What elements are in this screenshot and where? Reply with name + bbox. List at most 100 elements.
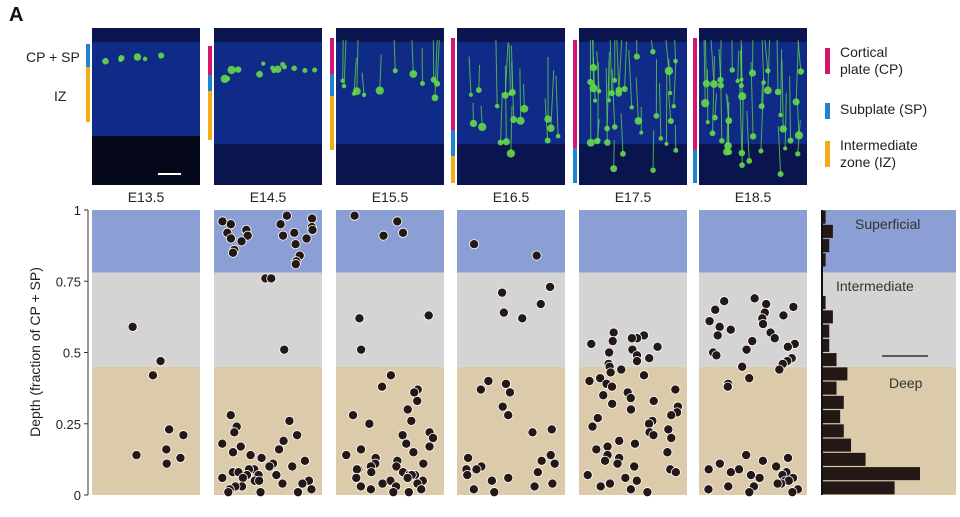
neuron-cell [748,69,757,77]
neurite [674,125,677,151]
depth-panel-E18.5 [699,210,807,498]
cell-dot [271,470,282,481]
neuron-cell [475,87,482,93]
neuron-cell [787,137,794,144]
cell-dot [401,438,412,449]
cell-dot [584,375,595,386]
neuron-cell [719,138,725,144]
zone-band-superficial [579,210,687,273]
neurite [784,92,787,149]
cell-dot [662,447,673,458]
cell-dot [301,233,312,244]
cell-dot [710,304,721,315]
neuron-cell [604,125,610,132]
neuron-cell [142,56,148,62]
neurite [510,105,513,154]
cell-dot [377,478,388,489]
neuron-cell [620,150,626,157]
cell-dot [758,318,769,329]
neurite [342,39,344,81]
cell-dot [299,455,310,466]
neurite [776,39,779,92]
neurite [504,41,509,96]
neurite [500,92,503,143]
cell-dot [503,472,514,483]
neuron-cell [469,119,478,128]
cell-dot [356,344,367,355]
cell-dot [749,293,760,304]
cell-dot [620,472,631,483]
cell-dot [648,395,659,406]
neurite [761,39,765,83]
depth-panel-E16.5 [457,210,565,498]
neurite [720,40,722,80]
neuron-cell [516,116,525,125]
neuron-cell [270,65,275,71]
cell-dot [600,455,611,466]
neuron-cell [497,139,504,146]
neuron-cell [501,91,509,99]
cell-dot [644,353,655,364]
cell-dot [365,484,376,495]
neurite [523,84,525,109]
cell-dot [284,415,295,426]
y-tick-label: 0 [74,488,81,503]
cell-dot [398,227,409,238]
cell-dot [178,430,189,441]
cell-dot [782,341,793,352]
neuron-cell [546,124,555,132]
neurite [781,60,784,129]
neuron-cell [778,112,783,118]
cell-dot [341,450,352,461]
neurite [714,93,717,118]
neuron-cell [302,67,308,73]
neuron-cell [261,61,266,66]
zone-bar [330,74,334,96]
neurite [434,39,438,98]
cell-dot [666,410,677,421]
legend-swatch-sp [825,103,830,119]
neuron-cell [668,90,673,96]
cell-dot [351,472,362,483]
neuron-cell [639,130,644,135]
cell-dot [670,467,681,478]
cell-dot [737,361,748,372]
cell-dot [608,327,619,338]
neurite [468,56,472,95]
neuron-cell [133,53,142,61]
cell-dot [277,478,288,489]
micrograph-labels: CP + SP IZ [26,49,80,104]
neurite [652,130,655,171]
cell-dot [605,367,616,378]
cell-dot [712,330,723,341]
cell-dot [500,378,511,389]
neuron-cell [102,57,109,65]
depth-histogram: Superficial Intermediate Deep [821,210,956,495]
hist-bar [822,296,826,310]
y-tick-label: 0.75 [56,274,81,289]
neuron-cell [610,165,618,173]
cell-dot [517,313,528,324]
zone-label-deep: Deep [889,375,923,391]
micrograph-row [86,28,807,185]
micrograph-E14.5 [208,28,322,185]
neuron-cell [586,138,595,147]
neurite [555,75,559,137]
zone-bar [693,38,697,150]
cell-dot [161,444,172,455]
micrograph-E15.5 [330,28,444,185]
neuron-cell [611,124,618,130]
neuron-cell [653,113,660,119]
neuron-cell [774,88,782,96]
cell-dot [408,447,419,458]
neurite [343,39,347,87]
neuron-cell [280,61,286,67]
cell-dot [772,478,783,489]
cell-dot [409,387,420,398]
cell-dot [266,273,277,284]
neurite [508,44,511,94]
cell-dot [625,404,636,415]
cell-dot [703,464,714,475]
neuron-cell [725,117,733,125]
